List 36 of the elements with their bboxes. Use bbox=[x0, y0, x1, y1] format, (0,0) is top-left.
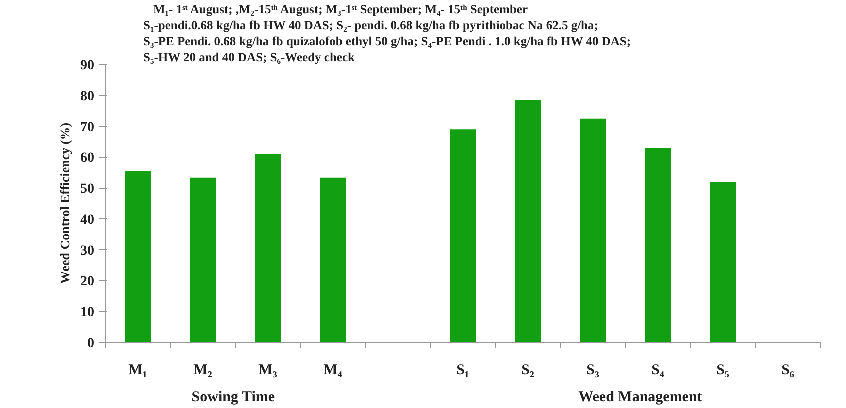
text: Sowing Time bbox=[192, 390, 276, 406]
y-tick-label: 0 bbox=[88, 336, 94, 352]
bar bbox=[320, 178, 346, 342]
text: Weed Management bbox=[578, 390, 702, 406]
text: S₁-pendi.0.68 kg/ha fb HW 40 DAS; S₂- pendi. 0.68 kg/ha fb pyrithiobac Na 62.5 g/ha; bbox=[144, 18, 598, 32]
y-tick-label: 20 bbox=[80, 274, 94, 290]
x-tick-label: M₂ bbox=[194, 362, 213, 378]
x-tick-label: S₂ bbox=[522, 362, 535, 378]
text: S₃-PE Pendi. 0.68 kg/ha fb quizalofob ethyl 50 g/ha; S₄-PE Pendi . 1.0 kg/ha fb HW 40 DAS; bbox=[144, 34, 632, 48]
x-tick-label: S₄ bbox=[652, 362, 665, 378]
x-tick-label: S₃ bbox=[586, 362, 600, 378]
bar bbox=[580, 118, 606, 342]
x-tick-label: M₄ bbox=[324, 362, 343, 378]
text: M₁- 1ˢᵗ August; ,M₂-15ᵗʰ August; M₃-1ˢᵗ September; M₄- 15ᵗʰ September bbox=[154, 2, 528, 16]
y-tick-label: 40 bbox=[80, 212, 94, 228]
y-tick-label: 80 bbox=[80, 89, 94, 104]
bar bbox=[515, 100, 541, 342]
y-tick-label: 70 bbox=[80, 120, 94, 136]
y-axis-title: Weed Control Efficiency (%) bbox=[58, 122, 72, 284]
bar bbox=[645, 148, 671, 342]
bar bbox=[710, 182, 736, 342]
bar bbox=[255, 154, 281, 342]
y-tick-label: 90 bbox=[80, 58, 94, 74]
y-tick-label: 10 bbox=[80, 306, 94, 321]
y-tick-label: 60 bbox=[80, 151, 94, 166]
y-tick-label: 30 bbox=[80, 244, 94, 259]
bar bbox=[450, 130, 476, 342]
x-tick-label: M₃ bbox=[258, 362, 278, 378]
y-tick-label: 50 bbox=[80, 182, 94, 198]
x-tick-label: S₆ bbox=[782, 362, 795, 378]
bar bbox=[125, 171, 151, 342]
x-tick-label: S₁ bbox=[456, 362, 470, 378]
text: S₅-HW 20 and 40 DAS; S₆-Weedy check bbox=[144, 50, 355, 64]
x-tick-label: S₅ bbox=[716, 362, 730, 378]
bar bbox=[190, 178, 216, 342]
x-tick-label: M₁ bbox=[128, 362, 148, 378]
